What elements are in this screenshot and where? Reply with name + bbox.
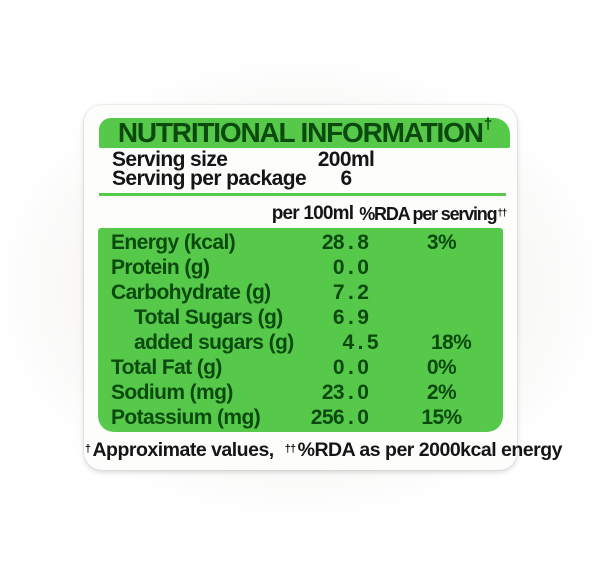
nutrient-rda: 15% [421, 405, 462, 429]
table-row-carbohydrate: Carbohydrate (g) 7.2 [98, 280, 503, 305]
nutrient-name: Potassium (mg) [111, 405, 261, 429]
green-divider-line [99, 193, 506, 196]
nutrient-value: 0.0 [332, 355, 369, 379]
nutrient-value: 28. 8 [321, 230, 369, 254]
nutrient-name: Protein (g) [111, 255, 210, 279]
serving-size-row: Serving size 200ml [112, 148, 503, 171]
nutrition-label-header: NUTRITIONAL INFORMATION † [99, 115, 510, 148]
nutrient-rda: 18% [430, 330, 472, 354]
table-row-added-sugars: added sugars (g) 4.5 18% [98, 330, 503, 355]
column-header-row: per 100ml %RDA per serving†† [84, 202, 507, 226]
nutrient-rda: 2% [426, 380, 457, 404]
nutrient-name: Carbohydrate (g) [111, 280, 271, 304]
table-row-total-fat: Total Fat (g) 0.0 0% [98, 355, 503, 380]
dagger-superscript: † [483, 115, 493, 133]
column-header-per-100ml: per 100ml [271, 203, 354, 224]
nutrient-name: Total Sugars (g) [134, 305, 283, 329]
table-row-potassium: Potassium (mg) 256. 0 15% [98, 405, 503, 430]
column-header-rda: %RDA per serving†† [359, 203, 507, 224]
serving-size-label: Serving size [112, 148, 228, 171]
serving-per-package-label: Serving per package [112, 167, 307, 190]
nutrition-label-card: NUTRITIONAL INFORMATION † Serving size 20… [84, 105, 563, 470]
table-row-protein: Protein (g) 0.0 [98, 255, 503, 280]
double-dagger-superscript: †† [497, 208, 507, 220]
nutrient-value: 0.0 [332, 255, 369, 279]
dagger-superscript: † [85, 443, 91, 456]
nutrient-name: Energy (kcal) [111, 230, 236, 254]
footnote: † Approximate values, †† %RDA as per 2000kc… [84, 439, 563, 463]
nutrient-value: 7.2 [332, 280, 369, 304]
footnote-text-1: Approximate values, [92, 439, 274, 461]
table-row-sodium: Sodium (mg) 23. 0 2% [98, 380, 503, 405]
nutrient-value: 23. 0 [321, 380, 369, 404]
nutrient-value: 4.5 [342, 330, 379, 354]
nutrient-name: Total Fat (g) [111, 355, 222, 379]
nutrient-rda: 0% [426, 355, 457, 379]
nutrient-rda: 3% [426, 230, 457, 254]
nutrient-name: Sodium (mg) [111, 380, 233, 404]
footnote-text-2: %RDA as per 2000kcal energy [297, 439, 563, 461]
nutrient-value: 6.9 [332, 305, 369, 329]
serving-size-value: 200ml [317, 148, 375, 171]
table-row-total-sugars: Total Sugars (g) 6.9 [98, 305, 503, 330]
table-row-energy: Energy (kcal) 28. 8 3% [98, 230, 503, 255]
serving-per-package-row: Serving per package 6 [112, 167, 503, 190]
nutrient-value: 256. 0 [310, 405, 369, 429]
serving-info-section: Serving size 200ml Serving per package 6 [112, 148, 503, 190]
nutrient-name: added sugars (g) [134, 330, 294, 354]
double-dagger-superscript: †† [284, 443, 296, 456]
serving-per-package-value: 6 [340, 167, 352, 190]
label-title: NUTRITIONAL INFORMATION [117, 117, 484, 148]
nutrient-table: Energy (kcal) 28. 8 3% Protein (g) 0.0 Ca… [98, 228, 503, 432]
